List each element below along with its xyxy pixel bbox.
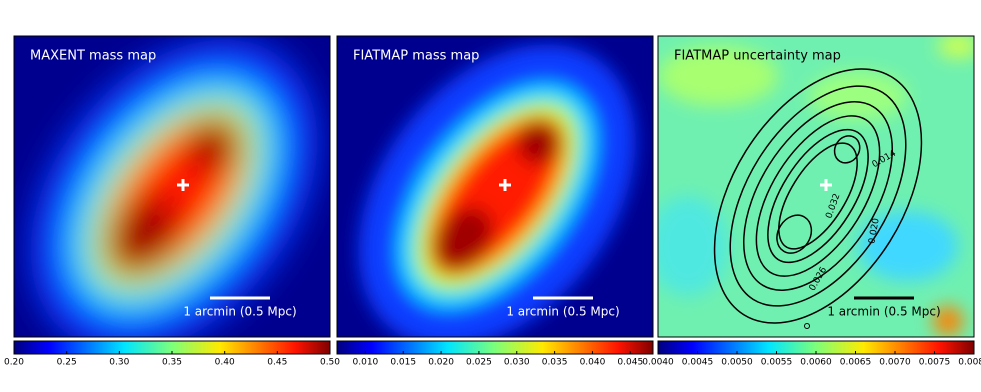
colorbar-tick-label: 0.40 xyxy=(215,358,235,368)
colorbar-tick-label: 0.35 xyxy=(162,358,182,368)
colorbar-tick-label: 0.50 xyxy=(320,358,340,368)
colorbar-tick-label: 0.0080 xyxy=(958,358,981,368)
colorbar-tick-label: 0.20 xyxy=(4,358,24,368)
contour-label: 0.020 xyxy=(867,217,881,244)
panel-title: FIATMAP mass map xyxy=(353,49,479,64)
colorbar-tick-label: 0.0050 xyxy=(721,358,753,368)
colorbar-tick-label: 0.0040 xyxy=(642,358,674,368)
colorbar-tick-label: 0.040 xyxy=(580,358,606,368)
scale-bar-label: 1 arcmin (0.5 Mpc) xyxy=(827,305,940,319)
colorbar-tick-label: 0.030 xyxy=(504,358,530,368)
colorbar-tick-label: 0.020 xyxy=(428,358,454,368)
colorbar-tick-label: 0.0065 xyxy=(840,358,872,368)
panel-title: FIATMAP uncertainty map xyxy=(674,49,841,64)
colorbar-tick-label: 0.015 xyxy=(390,358,416,368)
scale-bar-label: 1 arcmin (0.5 Mpc) xyxy=(183,305,296,319)
colorbar xyxy=(336,340,654,355)
colorbar-tick-label: 0.0060 xyxy=(800,358,832,368)
panel-title: MAXENT mass map xyxy=(30,49,156,64)
colorbar-tick-label: 0.30 xyxy=(109,358,129,368)
scale-bar-label: 1 arcmin (0.5 Mpc) xyxy=(506,305,619,319)
colorbar-tick-label: 0.045 xyxy=(617,358,643,368)
colorbar-tick-label: 0.025 xyxy=(466,358,492,368)
panel: FIATMAP uncertainty map 1 arcmin (0.5 Mp… xyxy=(657,35,975,338)
colorbar-tick-label: 0.035 xyxy=(542,358,568,368)
colorbar-tick-label: 0.0075 xyxy=(919,358,951,368)
colorbar-tick-label: 0.010 xyxy=(353,358,379,368)
colorbar-tick-label: 0.0045 xyxy=(682,358,714,368)
colorbar-tick-label: 0.0055 xyxy=(761,358,793,368)
panel: FIATMAP mass map 1 arcmin (0.5 Mpc) xyxy=(336,35,654,338)
panel: MAXENT mass map 1 arcmin (0.5 Mpc) xyxy=(13,35,331,338)
colorbar-tick-label: 0.25 xyxy=(57,358,77,368)
colorbar-tick-label: 0.0070 xyxy=(879,358,911,368)
colorbar-tick-label: 0.45 xyxy=(267,358,287,368)
